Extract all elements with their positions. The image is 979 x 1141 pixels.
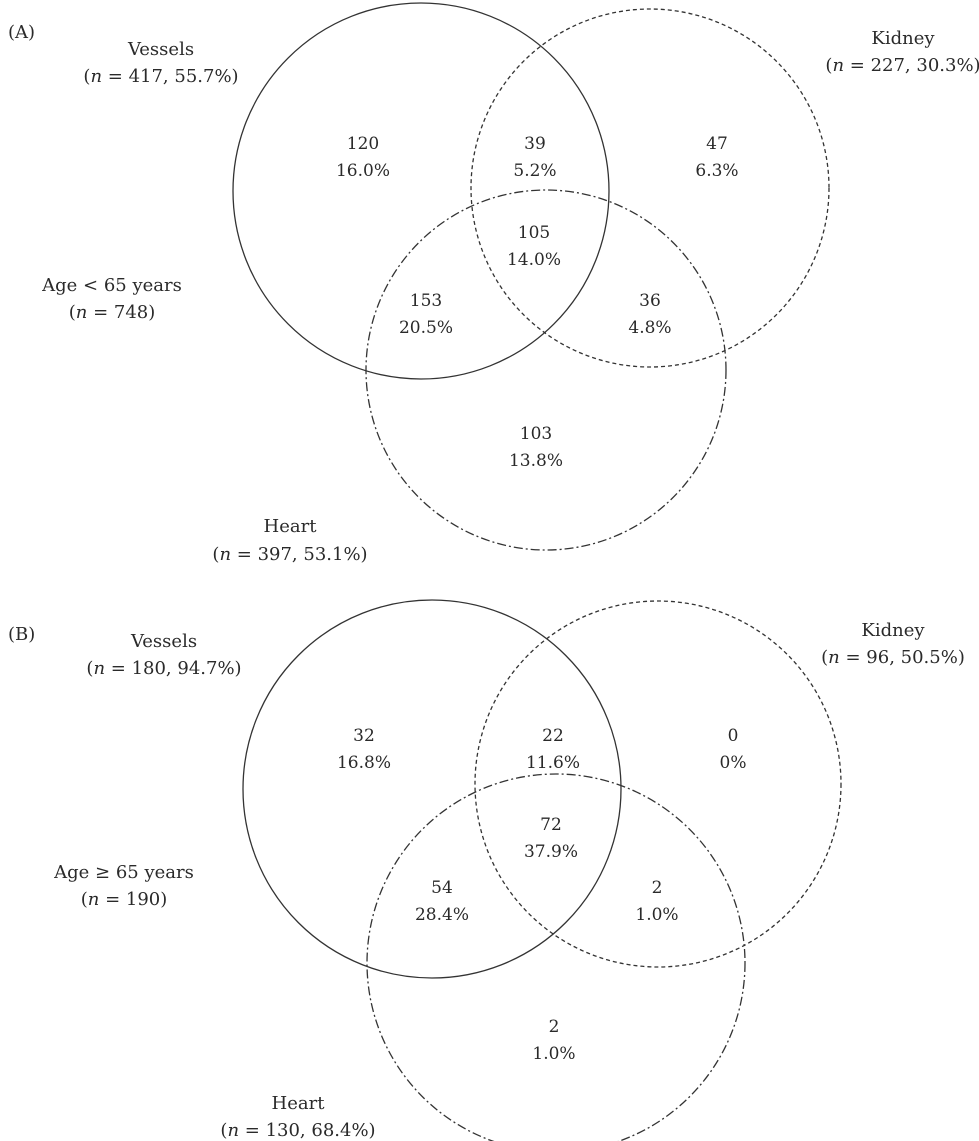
group-n: (n = 748)	[69, 302, 156, 323]
region-pct-vessels-kidney: 11.6%	[526, 753, 580, 773]
heart-circle	[365, 189, 727, 551]
group-label: Age < 65 years	[41, 275, 182, 296]
region-count-heart-only: 103	[520, 424, 552, 444]
region-count-all-three: 105	[518, 223, 550, 243]
region-pct-kidney-heart: 4.8%	[628, 318, 671, 338]
panel-a: (A) Vessels (n = 417, 55.7%) Kidney (n =…	[8, 2, 979, 565]
region-pct-kidney-heart: 1.0%	[635, 905, 678, 925]
region-count-vessels-heart: 153	[410, 291, 442, 311]
kidney-circle	[474, 600, 842, 968]
region-pct-heart-only: 13.8%	[509, 451, 563, 471]
region-count-kidney-heart: 36	[639, 291, 661, 311]
kidney-stat: (n = 227, 30.3%)	[825, 55, 979, 76]
vessels-circle	[242, 599, 622, 979]
heart-circle	[366, 773, 746, 1141]
vessels-name: Vessels	[127, 39, 194, 60]
region-count-all-three: 72	[540, 815, 562, 835]
region-count-vessels-only: 32	[353, 726, 375, 746]
kidney-stat: (n = 96, 50.5%)	[821, 647, 965, 668]
kidney-circle	[470, 8, 830, 368]
region-pct-vessels-only: 16.8%	[337, 753, 391, 773]
vessels-name: Vessels	[130, 631, 197, 652]
group-label: Age ≥ 65 years	[53, 862, 194, 883]
heart-stat: (n = 130, 68.4%)	[220, 1120, 375, 1141]
panel-b: (B) Vessels (n = 180, 94.7%) Kidney (n =…	[8, 599, 965, 1141]
region-pct-all-three: 14.0%	[507, 250, 561, 270]
region-count-vessels-only: 120	[347, 134, 379, 154]
region-count-kidney-only: 0	[728, 726, 739, 746]
region-pct-vessels-kidney: 5.2%	[513, 161, 556, 181]
region-pct-heart-only: 1.0%	[532, 1044, 575, 1064]
region-pct-vessels-heart: 20.5%	[399, 318, 453, 338]
region-count-kidney-only: 47	[706, 134, 728, 154]
panel-label: (B)	[8, 624, 35, 645]
region-pct-vessels-only: 16.0%	[336, 161, 390, 181]
kidney-name: Kidney	[871, 28, 935, 49]
vessels-circle	[232, 2, 610, 380]
group-n: (n = 190)	[81, 889, 168, 910]
region-pct-vessels-heart: 28.4%	[415, 905, 469, 925]
panel-label: (A)	[8, 22, 35, 43]
region-count-heart-only: 2	[549, 1017, 560, 1037]
region-count-vessels-kidney: 39	[524, 134, 546, 154]
kidney-name: Kidney	[861, 620, 925, 641]
heart-name: Heart	[272, 1093, 326, 1114]
region-pct-kidney-only: 6.3%	[695, 161, 738, 181]
region-pct-kidney-only: 0%	[720, 753, 747, 773]
region-count-kidney-heart: 2	[652, 878, 663, 898]
vessels-stat: (n = 180, 94.7%)	[86, 658, 241, 679]
region-count-vessels-kidney: 22	[542, 726, 564, 746]
vessels-stat: (n = 417, 55.7%)	[83, 66, 238, 87]
heart-stat: (n = 397, 53.1%)	[212, 544, 367, 565]
heart-name: Heart	[264, 516, 318, 537]
region-pct-all-three: 37.9%	[524, 842, 578, 862]
region-count-vessels-heart: 54	[431, 878, 453, 898]
